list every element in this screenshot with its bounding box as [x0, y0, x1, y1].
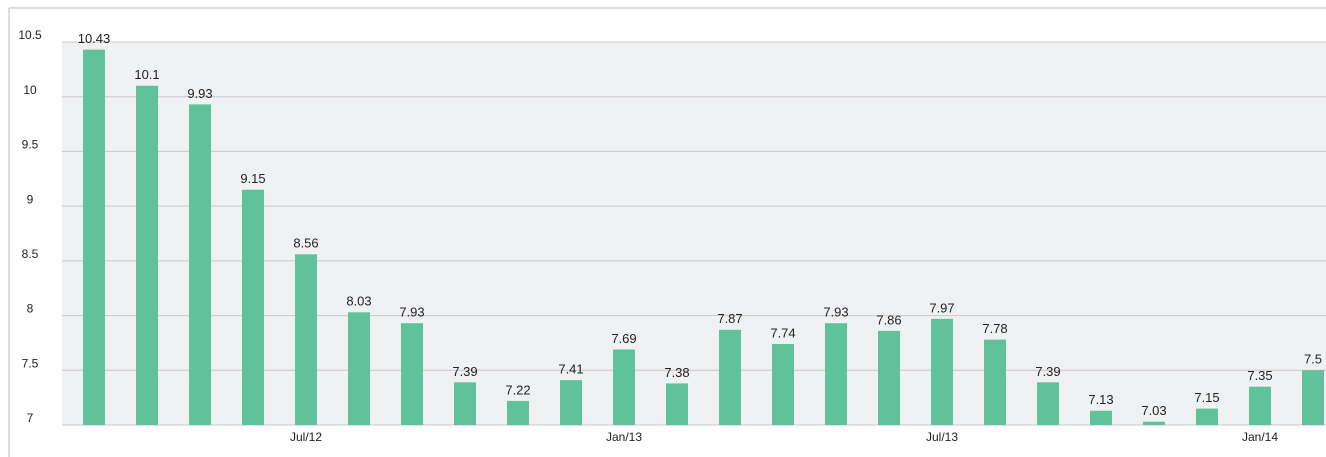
bar	[560, 380, 582, 425]
bar	[136, 85, 158, 426]
value-label: 7.03	[1141, 403, 1166, 418]
value-label: 10.43	[78, 31, 111, 46]
x-tick-label: Jul/12	[290, 430, 322, 444]
y-tick-label: 8	[27, 302, 34, 316]
value-label: 7.86	[876, 312, 901, 327]
value-label: 7.78	[982, 321, 1007, 336]
y-tick-label: 8.5	[22, 247, 39, 261]
y-tick-label: 7.5	[22, 356, 39, 370]
plot-background	[62, 42, 1326, 425]
value-label: 7.15	[1194, 390, 1219, 405]
x-tick-label: Jan/13	[606, 430, 642, 444]
bar	[242, 189, 264, 425]
value-label: 7.5	[1304, 352, 1322, 367]
bar	[772, 344, 794, 425]
value-label: 9.93	[187, 86, 212, 101]
value-label: 7.93	[399, 305, 424, 320]
value-label: 10.1	[134, 67, 159, 82]
value-label: 7.35	[1247, 368, 1272, 383]
bar	[1249, 386, 1271, 425]
x-tick-label: Jan/14	[1242, 430, 1278, 444]
value-label: 7.97	[929, 300, 954, 315]
bar	[613, 349, 635, 425]
bar	[1143, 421, 1165, 425]
bar	[454, 382, 476, 425]
bar	[1196, 408, 1218, 425]
value-label: 7.69	[611, 331, 636, 346]
value-label: 8.56	[293, 236, 318, 251]
bar	[825, 323, 847, 425]
bar	[719, 329, 741, 425]
value-label: 7.13	[1088, 392, 1113, 407]
bar	[348, 312, 370, 425]
value-label: 8.03	[346, 294, 371, 309]
value-label: 7.39	[1035, 364, 1060, 379]
bar	[507, 400, 529, 425]
value-label: 7.38	[664, 365, 689, 380]
y-tick-label: 10	[23, 83, 37, 97]
x-tick-label: Jul/13	[926, 430, 958, 444]
y-tick-label: 9	[27, 192, 34, 206]
value-label: 7.93	[823, 305, 848, 320]
bar	[1302, 370, 1324, 425]
value-label: 7.22	[505, 382, 530, 397]
bar	[295, 254, 317, 425]
value-label: 7.41	[558, 362, 583, 377]
value-label: 7.74	[770, 325, 795, 340]
value-label: 7.87	[717, 311, 742, 326]
bar	[878, 330, 900, 425]
y-tick-label: 10.5	[18, 28, 42, 42]
bar	[666, 383, 688, 425]
bar	[83, 49, 105, 425]
bar	[189, 104, 211, 426]
bar	[401, 323, 423, 425]
y-tick-label: 9.5	[22, 138, 39, 152]
bar	[1037, 382, 1059, 425]
value-label: 7.39	[452, 364, 477, 379]
value-label: 9.15	[240, 171, 265, 186]
y-tick-label: 7	[27, 411, 34, 425]
bar	[984, 339, 1006, 425]
bar	[931, 318, 953, 425]
bar	[1090, 410, 1112, 425]
